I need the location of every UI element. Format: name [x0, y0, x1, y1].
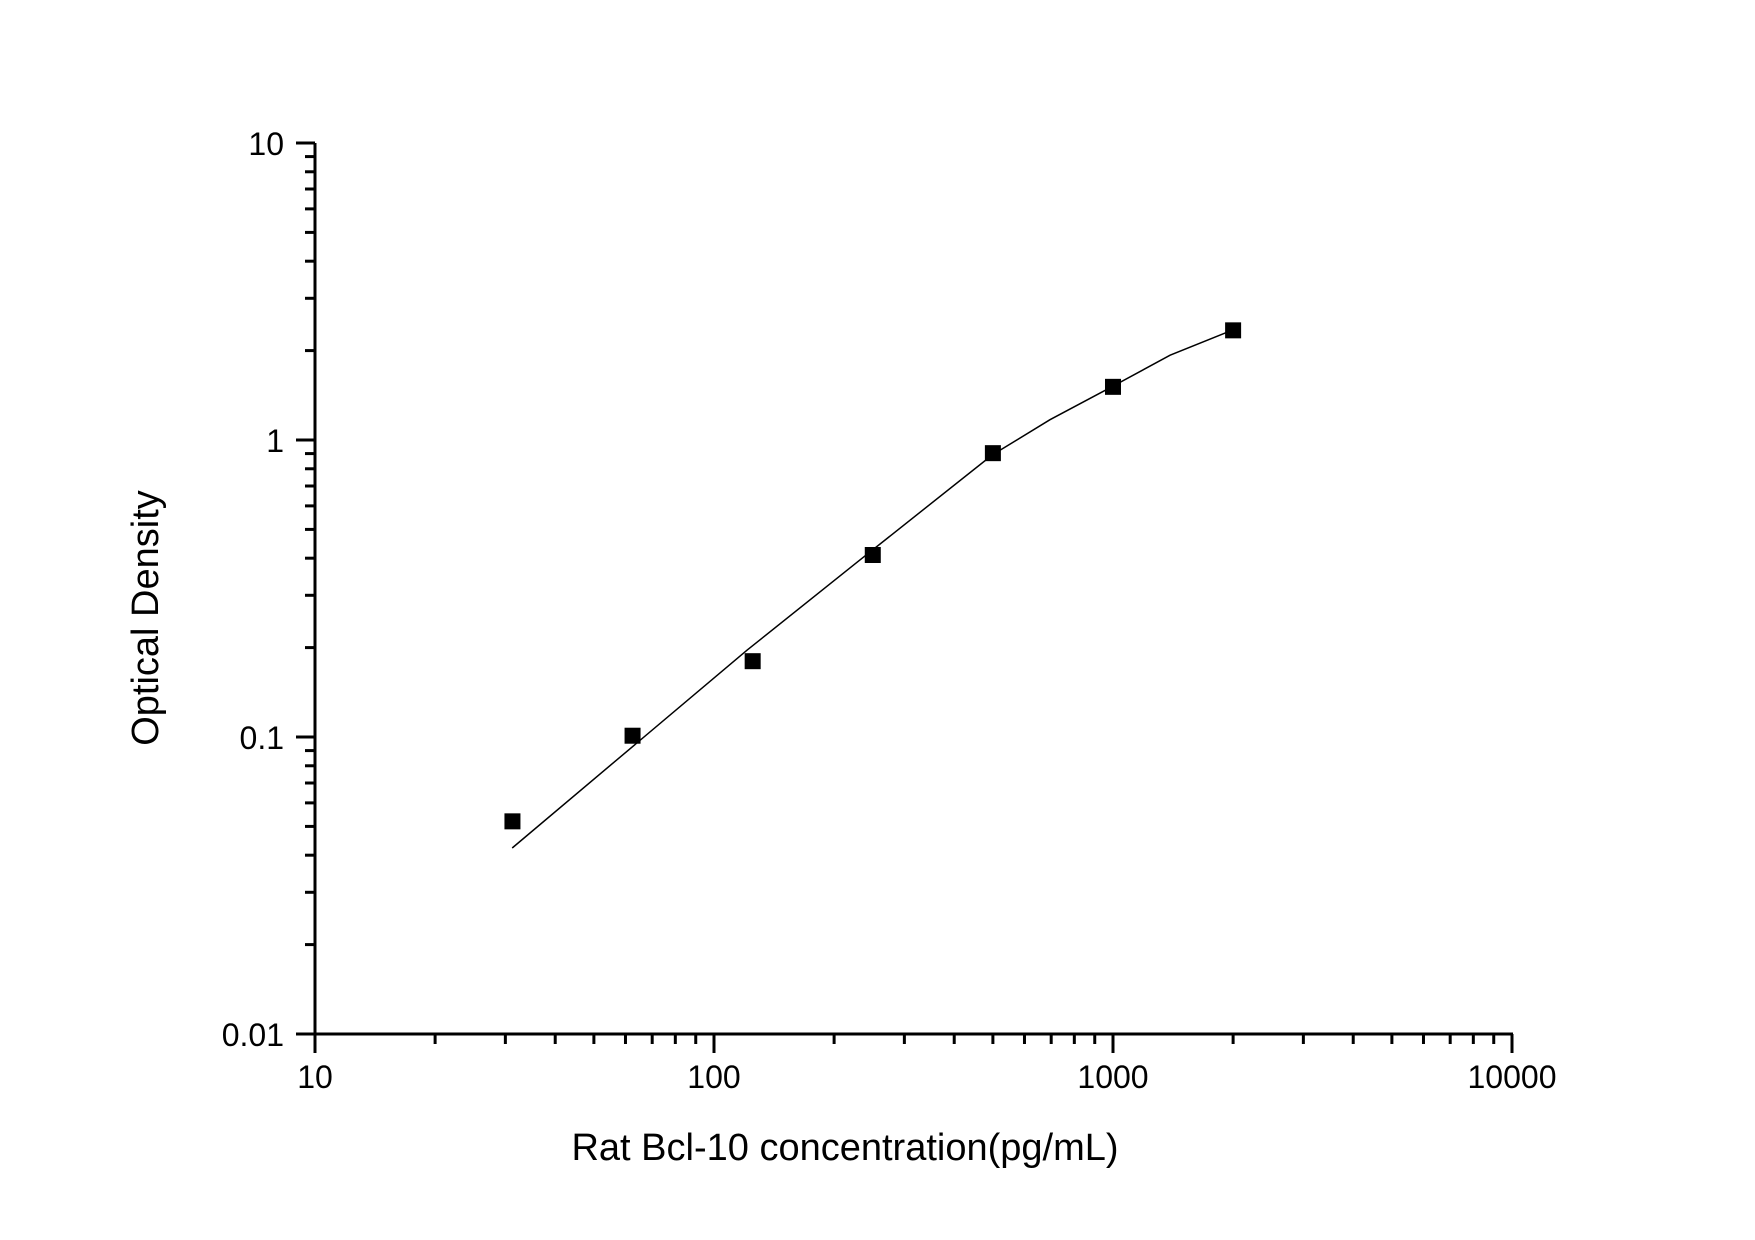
fitted-curve-line	[511, 329, 1233, 849]
data-point-markers	[504, 322, 1242, 830]
y-tick-label: 1	[266, 423, 284, 459]
x-axis-tick-labels: 10 100 1000 10000	[297, 1059, 1556, 1095]
x-tick-label: 10	[297, 1059, 333, 1095]
y-axis-tick-labels: 10 1 0.1 0.01	[222, 126, 284, 1053]
y-axis-title: Optical Density	[125, 490, 167, 746]
y-tick-label: 0.1	[240, 720, 284, 756]
data-point-marker	[504, 813, 521, 830]
y-axis-ticks	[296, 141, 315, 1036]
data-point-marker	[984, 445, 1001, 462]
data-point-marker	[624, 727, 641, 744]
y-tick-label: 0.01	[222, 1017, 284, 1053]
x-tick-label: 10000	[1468, 1059, 1557, 1095]
data-point-marker	[1105, 378, 1121, 395]
x-tick-label: 100	[687, 1059, 740, 1095]
x-axis-title: Rat Bcl-10 concentration(pg/mL)	[571, 1127, 1118, 1169]
data-point-marker	[864, 547, 881, 564]
x-tick-label: 1000	[1077, 1059, 1148, 1095]
x-axis-ticks	[313, 1034, 1514, 1053]
y-tick-label: 10	[248, 126, 284, 162]
data-point-marker	[1225, 322, 1242, 339]
data-point-marker	[744, 653, 761, 670]
